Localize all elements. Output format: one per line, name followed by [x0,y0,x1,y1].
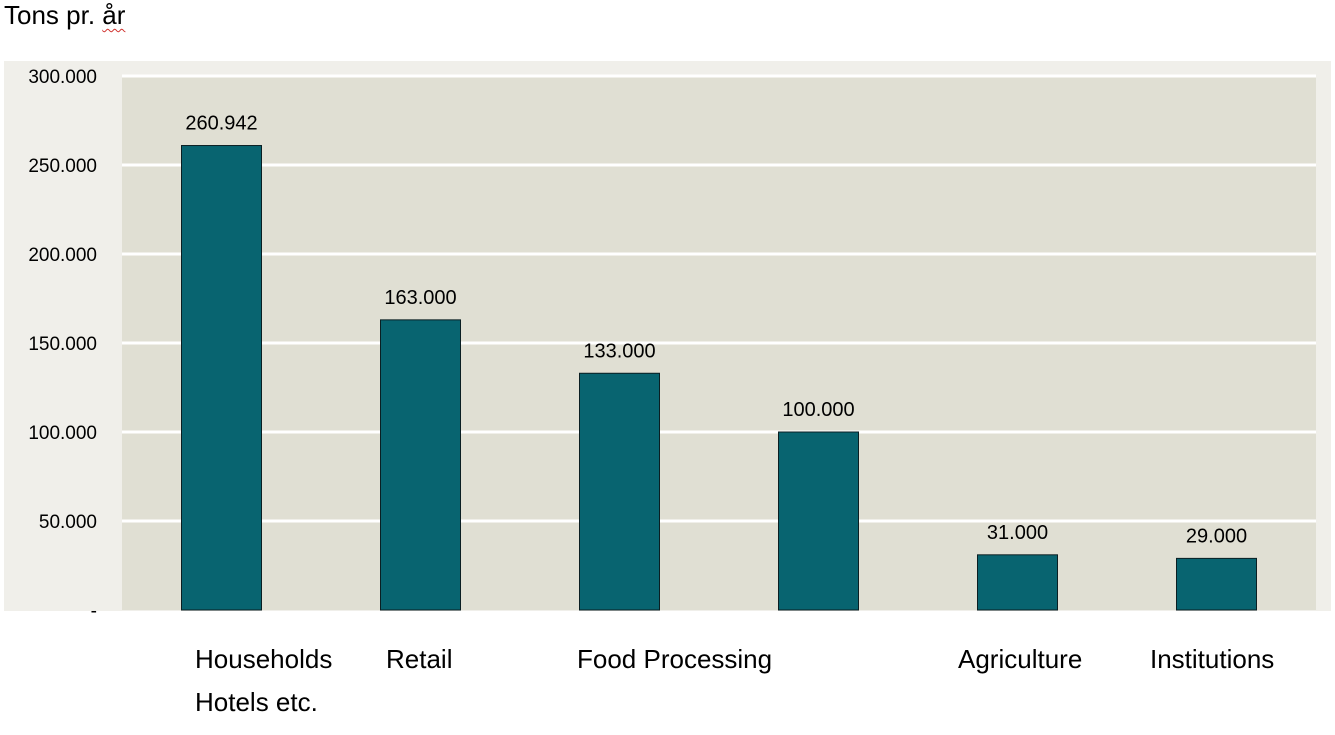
value-labels: 260.942 163.000 133.000 100.000 31.000 29.000 [185,113,1247,548]
y-tick-label: 200.000 [28,245,97,266]
y-axis: - 50.000 100.000 150.000 200.000 250.000 300.0… [28,67,97,622]
x-category-label: Institutions [1150,644,1274,674]
bars [181,145,1257,611]
x-category-label: Agriculture [958,644,1082,674]
bar-value-label: 260.942 [185,113,257,135]
spellcheck-flagged-word: år [102,0,126,30]
y-tick-label: 250.000 [28,156,97,177]
bar [977,554,1058,611]
gridlines [122,74,1316,523]
bar-value-label: 29.000 [1186,525,1247,547]
x-category-label: Households [195,644,332,674]
x-category-label: Hotels etc. [195,687,318,717]
bar-value-label: 133.000 [583,340,655,362]
bar-value-label: 163.000 [384,287,456,309]
y-tick-label: - [91,601,97,622]
bar [181,145,262,611]
y-tick-label: 50.000 [39,512,97,533]
x-category-label: Retail [386,644,452,674]
bar-value-label: 31.000 [987,522,1048,544]
x-axis: Households Hotels etc. Retail Food Processi… [195,644,1274,717]
bar [1176,557,1257,611]
x-category-label: Food Processing [577,644,772,674]
unit-label: Tons pr. år [4,0,126,30]
bar-value-label: 100.000 [782,399,854,421]
y-tick-label: 100.000 [28,423,97,444]
y-tick-label: 300.000 [28,67,97,88]
bar [380,319,461,611]
bar [579,372,660,611]
bar [778,431,859,611]
y-tick-label: 150.000 [28,334,97,355]
